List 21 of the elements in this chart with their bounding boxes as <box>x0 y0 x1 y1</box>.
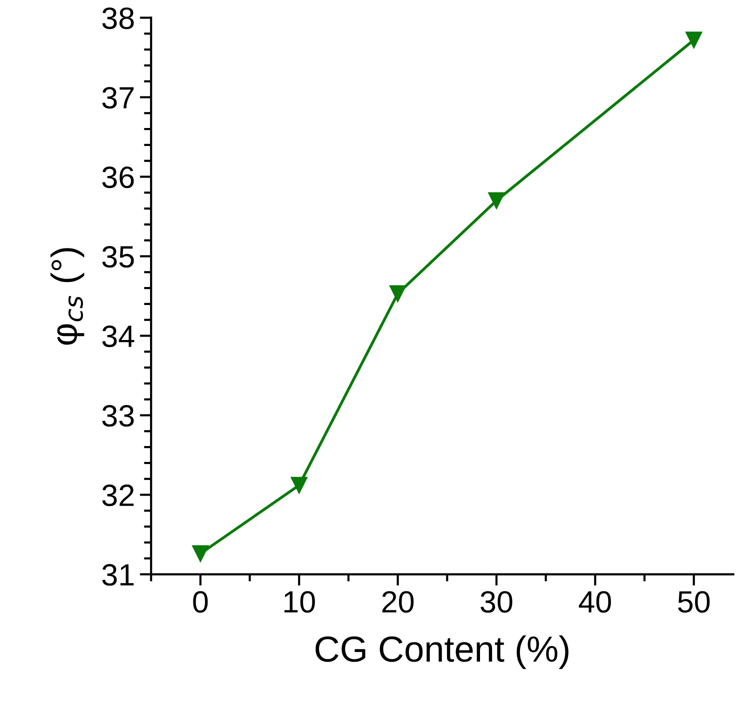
y-tick-label: 36 <box>102 166 134 188</box>
y-tick-label: 32 <box>102 484 134 506</box>
x-tick-label: 50 <box>678 591 710 613</box>
x-axis-title: CG Content (%) <box>316 635 568 670</box>
y-tick-label: 34 <box>102 325 134 348</box>
point <box>686 32 702 48</box>
point <box>488 192 505 209</box>
point <box>192 545 209 562</box>
y-tick-label: 35 <box>102 246 134 268</box>
x-tick-label: 0 <box>193 591 208 613</box>
y-axis-title: φ$_{cs}$ (°) <box>50 248 84 345</box>
point <box>290 476 308 494</box>
x-tick-label: 20 <box>382 591 414 613</box>
y-tick-label: 33 <box>102 405 134 427</box>
x-tick-label: 10 <box>284 591 315 613</box>
y-tick-label: 38 <box>102 7 134 30</box>
x-tick-label: 40 <box>578 591 611 613</box>
x-tick-label: 30 <box>480 591 512 613</box>
y-tick-label: 31 <box>102 564 134 586</box>
y-tick-label: 37 <box>102 86 134 109</box>
point <box>389 285 406 302</box>
